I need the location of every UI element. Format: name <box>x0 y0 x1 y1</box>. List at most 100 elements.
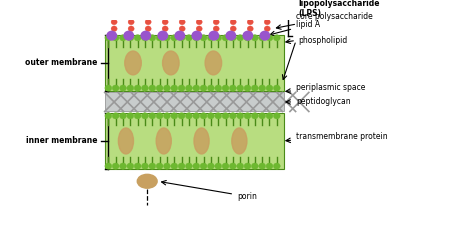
Circle shape <box>145 13 151 18</box>
Circle shape <box>134 35 141 41</box>
Circle shape <box>229 163 236 169</box>
Circle shape <box>259 85 265 91</box>
Text: outer membrane: outer membrane <box>25 59 98 68</box>
Circle shape <box>119 113 127 119</box>
Circle shape <box>192 31 201 40</box>
Circle shape <box>264 19 270 25</box>
Circle shape <box>222 163 229 169</box>
Ellipse shape <box>156 128 171 154</box>
Circle shape <box>213 19 219 25</box>
Text: phospholipid: phospholipid <box>299 36 348 45</box>
Circle shape <box>247 6 253 11</box>
Circle shape <box>149 163 155 169</box>
Circle shape <box>119 163 127 169</box>
Circle shape <box>156 35 163 41</box>
Circle shape <box>111 26 117 32</box>
Circle shape <box>134 113 141 119</box>
Circle shape <box>215 85 222 91</box>
Circle shape <box>237 163 244 169</box>
Circle shape <box>171 113 178 119</box>
Circle shape <box>251 113 258 119</box>
Circle shape <box>208 163 214 169</box>
Circle shape <box>196 19 202 25</box>
Circle shape <box>119 35 127 41</box>
Circle shape <box>247 26 253 32</box>
Circle shape <box>149 35 155 41</box>
Circle shape <box>200 85 207 91</box>
Circle shape <box>112 113 119 119</box>
Text: lipopolysaccharide
(LPS): lipopolysaccharide (LPS) <box>299 0 380 18</box>
Circle shape <box>273 35 280 41</box>
Ellipse shape <box>194 128 209 154</box>
Circle shape <box>128 0 134 5</box>
Circle shape <box>164 113 170 119</box>
Circle shape <box>111 19 117 25</box>
Circle shape <box>193 113 200 119</box>
Circle shape <box>213 13 219 18</box>
Circle shape <box>179 19 185 25</box>
Circle shape <box>142 113 148 119</box>
Circle shape <box>171 85 178 91</box>
Circle shape <box>105 85 112 91</box>
Circle shape <box>200 163 207 169</box>
Text: transmembrane protein: transmembrane protein <box>286 132 388 143</box>
Circle shape <box>264 0 270 5</box>
Text: peptidoglycan: peptidoglycan <box>286 97 351 106</box>
Circle shape <box>134 85 141 91</box>
Circle shape <box>162 6 168 11</box>
Circle shape <box>164 163 170 169</box>
Circle shape <box>244 35 251 41</box>
Circle shape <box>193 85 200 91</box>
Bar <box>105 35 284 91</box>
Circle shape <box>215 163 222 169</box>
Ellipse shape <box>125 51 141 75</box>
Circle shape <box>222 85 229 91</box>
Circle shape <box>185 85 192 91</box>
Circle shape <box>266 113 273 119</box>
Circle shape <box>141 31 151 40</box>
Circle shape <box>273 163 280 169</box>
Circle shape <box>156 85 163 91</box>
Text: periplasmic space: periplasmic space <box>286 83 365 93</box>
Circle shape <box>266 35 273 41</box>
Circle shape <box>128 13 134 18</box>
Ellipse shape <box>232 128 247 154</box>
Circle shape <box>244 163 251 169</box>
Circle shape <box>273 113 280 119</box>
Circle shape <box>105 113 112 119</box>
Circle shape <box>259 163 265 169</box>
Circle shape <box>142 85 148 91</box>
Circle shape <box>247 0 253 5</box>
Circle shape <box>162 13 168 18</box>
Circle shape <box>128 19 134 25</box>
Circle shape <box>230 19 237 25</box>
Circle shape <box>208 35 214 41</box>
Circle shape <box>178 85 185 91</box>
Circle shape <box>213 6 219 11</box>
Circle shape <box>230 26 237 32</box>
Circle shape <box>209 31 219 40</box>
Circle shape <box>229 85 236 91</box>
Circle shape <box>162 26 168 32</box>
Circle shape <box>196 13 202 18</box>
Circle shape <box>200 35 207 41</box>
Circle shape <box>259 113 265 119</box>
Circle shape <box>128 26 134 32</box>
Text: core polysaccharide: core polysaccharide <box>276 12 373 29</box>
Ellipse shape <box>163 51 179 75</box>
Circle shape <box>179 0 185 5</box>
Circle shape <box>111 0 117 5</box>
Circle shape <box>145 0 151 5</box>
Circle shape <box>196 6 202 11</box>
Circle shape <box>105 163 112 169</box>
Circle shape <box>260 31 270 40</box>
Circle shape <box>185 35 192 41</box>
Circle shape <box>237 35 244 41</box>
Circle shape <box>119 85 127 91</box>
Circle shape <box>142 163 148 169</box>
Ellipse shape <box>118 128 134 154</box>
Circle shape <box>112 35 119 41</box>
Circle shape <box>111 6 117 11</box>
Circle shape <box>111 13 117 18</box>
Circle shape <box>243 31 253 40</box>
